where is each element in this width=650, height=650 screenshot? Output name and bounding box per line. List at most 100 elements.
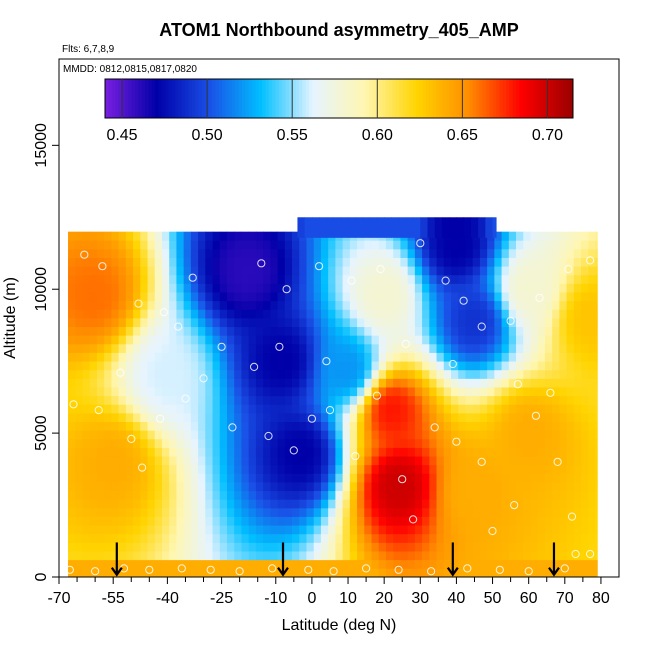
heatmap-cell <box>284 292 293 302</box>
heatmap-cell <box>118 482 127 492</box>
heatmap-cell <box>111 464 120 474</box>
heatmap-cell <box>198 490 206 500</box>
heatmap-cell <box>487 309 495 319</box>
heatmap-cell <box>104 568 112 577</box>
heatmap-cell <box>537 482 546 492</box>
heatmap-cell <box>479 438 488 448</box>
heatmap-cell <box>147 387 156 397</box>
heatmap-cell <box>277 240 286 250</box>
colorbar-swatch <box>191 79 196 118</box>
heatmap-cell <box>443 378 452 388</box>
heatmap-cell <box>313 438 322 448</box>
heatmap-cell <box>472 309 481 319</box>
heatmap-cell <box>357 447 365 457</box>
heatmap-cell <box>472 473 481 483</box>
heatmap-cell <box>299 516 307 526</box>
heatmap-cell <box>508 335 517 345</box>
heatmap-cell <box>227 283 235 293</box>
heatmap-cell <box>349 404 358 414</box>
heatmap-cell <box>104 335 112 345</box>
heatmap-cell <box>161 438 170 448</box>
heatmap-cell <box>436 274 445 284</box>
heatmap-cell <box>299 438 307 448</box>
heatmap-cell <box>104 387 112 397</box>
heatmap-cell <box>140 438 148 448</box>
sample-point <box>69 400 78 409</box>
heatmap-cell <box>147 447 156 457</box>
heatmap-cell <box>89 490 98 500</box>
heatmap-cell <box>357 335 365 345</box>
heatmap-cell <box>118 300 127 310</box>
heatmap-cell <box>429 438 437 448</box>
heatmap-cell <box>183 292 192 302</box>
heatmap-cell <box>255 438 264 448</box>
heatmap-cell <box>96 473 105 483</box>
heatmap-cell <box>335 499 344 509</box>
heatmap-cell <box>436 542 445 552</box>
heatmap-cell <box>118 438 127 448</box>
heatmap-cell <box>378 516 387 526</box>
heatmap-cell <box>205 551 213 561</box>
heatmap-cell <box>427 217 436 238</box>
heatmap-cell <box>248 266 257 276</box>
heatmap-cell <box>530 274 539 284</box>
heatmap-cell <box>255 447 264 457</box>
heatmap-cell <box>494 361 502 371</box>
heatmap-cell <box>523 369 531 379</box>
heatmap-cell <box>537 343 546 353</box>
heatmap-cell <box>241 283 250 293</box>
heatmap-cell <box>393 257 401 267</box>
heatmap-cell <box>552 533 560 543</box>
heatmap-cell <box>227 464 235 474</box>
heatmap-cell <box>449 217 457 238</box>
heatmap-cell <box>501 309 510 319</box>
heatmap-cell <box>494 266 502 276</box>
heatmap-cell <box>125 421 134 431</box>
heatmap-cell <box>422 525 430 535</box>
heatmap-cell <box>393 490 401 500</box>
heatmap-cell <box>335 257 344 267</box>
heatmap-cell <box>400 559 409 569</box>
heatmap-cell <box>537 464 546 474</box>
heatmap-cell <box>75 559 83 569</box>
heatmap-cell <box>306 430 315 440</box>
heatmap-cell <box>227 482 235 492</box>
heatmap-cell <box>494 456 502 466</box>
heatmap-cell <box>270 533 278 543</box>
heatmap-cell <box>292 240 300 250</box>
heatmap-cell <box>429 568 437 577</box>
heatmap-cell <box>559 292 568 302</box>
heatmap-cell <box>349 274 358 284</box>
heatmap-cell <box>385 369 394 379</box>
heatmap-cell <box>284 551 293 561</box>
heatmap-cell <box>530 499 539 509</box>
heatmap-cell <box>161 568 170 577</box>
heatmap-cell <box>147 274 156 284</box>
heatmap-cell <box>342 533 351 543</box>
heatmap-cell <box>292 352 300 362</box>
heatmap-cell <box>140 482 148 492</box>
heatmap-cell <box>508 456 517 466</box>
heatmap-cell <box>588 447 596 457</box>
heatmap-cell <box>241 525 250 535</box>
heatmap-cell <box>96 421 105 431</box>
heatmap-cell <box>154 395 163 405</box>
heatmap-cell <box>443 412 452 422</box>
colorbar-swatch <box>141 79 146 118</box>
heatmap-cell <box>393 404 401 414</box>
heatmap-cell <box>328 559 336 569</box>
sample-point <box>535 293 544 302</box>
heatmap-cell <box>284 412 293 422</box>
heatmap-cell <box>494 240 502 250</box>
heatmap-cell <box>328 352 336 362</box>
heatmap-cell <box>487 283 495 293</box>
heatmap-cell <box>75 542 83 552</box>
heatmap-cell <box>82 257 91 267</box>
heatmap-cell <box>364 248 372 258</box>
heatmap-cell <box>443 387 452 397</box>
heatmap-cell <box>284 335 293 345</box>
sample-point <box>127 434 136 443</box>
heatmap-cell <box>277 395 286 405</box>
heatmap-cell <box>378 343 387 353</box>
heatmap-cell <box>212 456 221 466</box>
